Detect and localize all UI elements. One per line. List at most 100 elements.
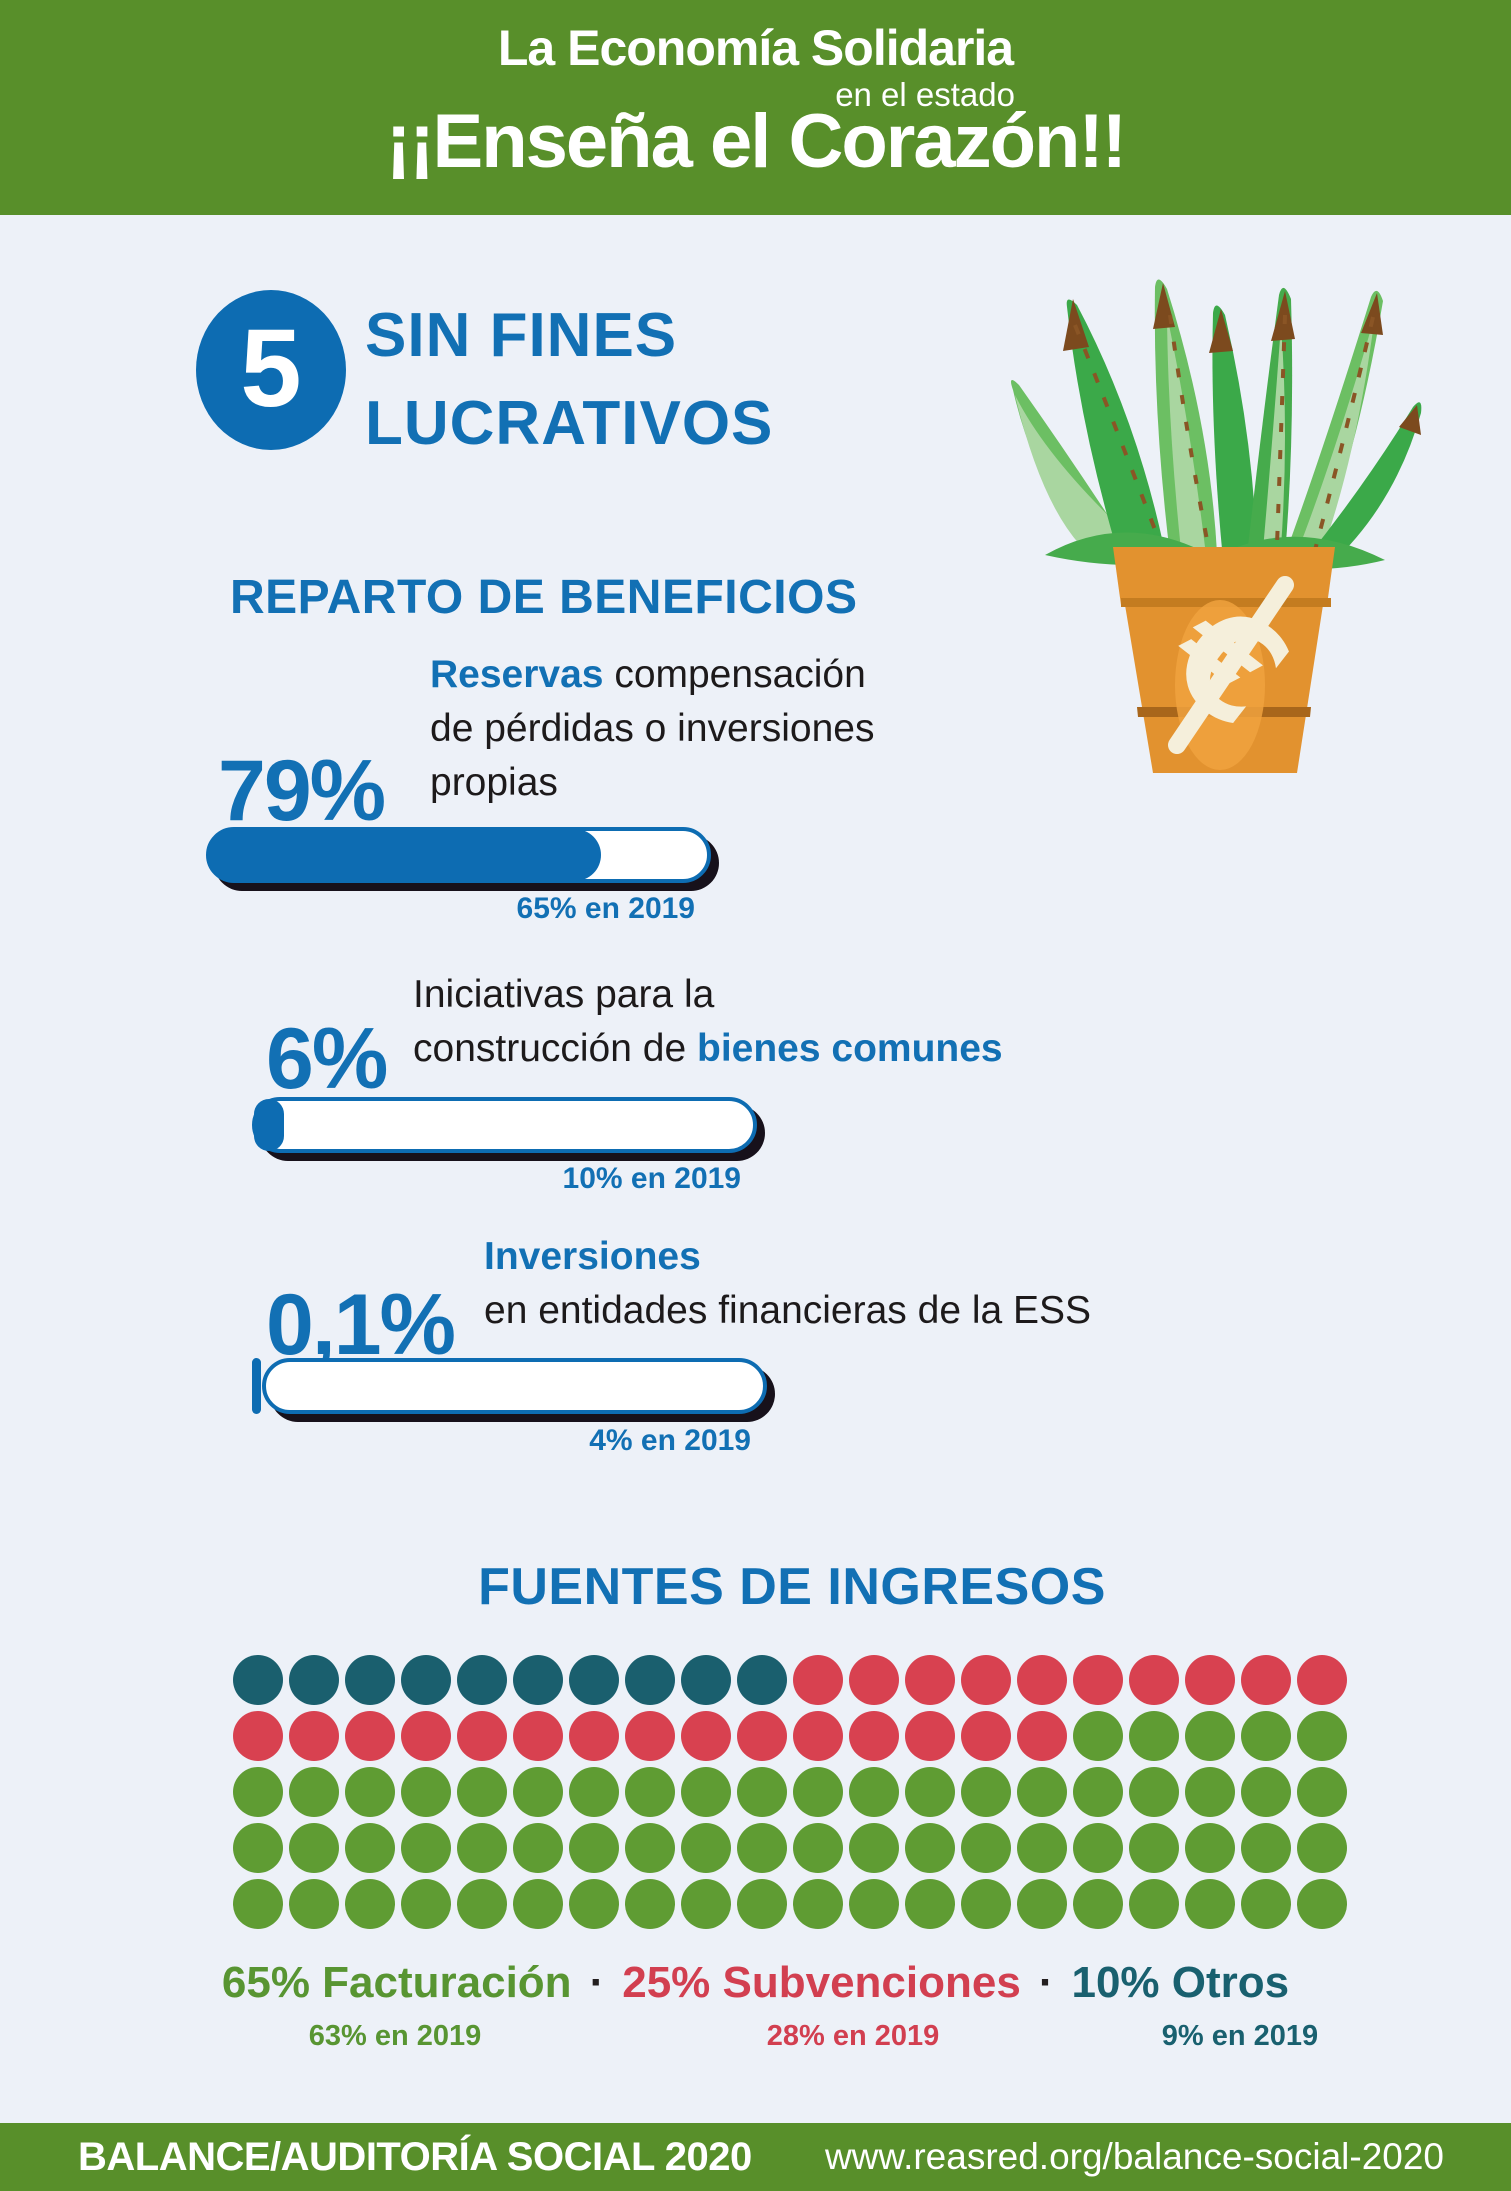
- waffle-dot: [961, 1823, 1011, 1873]
- waffle-dot: [1297, 1655, 1347, 1705]
- waffle-dot: [625, 1711, 675, 1761]
- waffle-dot: [1017, 1767, 1067, 1817]
- waffle-dot: [513, 1767, 563, 1817]
- waffle-dot: [1185, 1711, 1235, 1761]
- waffle-dot: [513, 1655, 563, 1705]
- waffle-dot: [513, 1879, 563, 1929]
- waffle-dot: [737, 1879, 787, 1929]
- waffle-dot: [1297, 1823, 1347, 1873]
- waffle-dot: [905, 1767, 955, 1817]
- waffle-dot: [1073, 1823, 1123, 1873]
- waffle-dot: [681, 1711, 731, 1761]
- header-title-line3: ¡¡Enseña el Corazón!!: [385, 99, 1127, 184]
- waffle-dot: [681, 1655, 731, 1705]
- waffle-dot: [905, 1879, 955, 1929]
- waffle-dot: [1129, 1711, 1179, 1761]
- waffle-dot: [233, 1711, 283, 1761]
- plant-pot: €: [1113, 547, 1335, 773]
- benefit-prev-label: 4% en 2019: [589, 1424, 751, 1457]
- benefit-desc: Inversiones en entidades financieras de l…: [484, 1235, 1092, 1332]
- waffle-dot: [905, 1823, 955, 1873]
- section-title-line1: SIN FINES: [365, 301, 678, 370]
- benefit-desc: Iniciativas para la construcción de biene…: [413, 973, 1003, 1070]
- waffle-dot: [1017, 1879, 1067, 1929]
- waffle-dot: [1297, 1711, 1347, 1761]
- benefit-progress-bar: [252, 1097, 757, 1153]
- waffle-dot: [849, 1655, 899, 1705]
- waffle-dot: [849, 1879, 899, 1929]
- aloe-leaves: [1011, 279, 1422, 570]
- waffle-dot: [401, 1655, 451, 1705]
- legend-item-0: 65% Facturación: [221, 1958, 572, 2007]
- waffle-dot: [1017, 1823, 1067, 1873]
- waffle-dot: [401, 1767, 451, 1817]
- legend-item-2: 10% Otros: [1071, 1958, 1290, 2007]
- footer-url: www.reasred.org/balance-social-2020: [824, 2136, 1444, 2177]
- waffle-dot: [681, 1823, 731, 1873]
- waffle-dot: [569, 1711, 619, 1761]
- waffle-dot: [681, 1767, 731, 1817]
- waffle-dot: [233, 1879, 283, 1929]
- legend-prev-2: 9% en 2019: [1161, 2020, 1319, 2052]
- waffle-dot: [1017, 1711, 1067, 1761]
- waffle-dot: [793, 1767, 843, 1817]
- section-number-badge: 5: [196, 290, 346, 450]
- waffle-dot: [1241, 1655, 1291, 1705]
- benefit-value: 6%: [266, 1011, 388, 1107]
- waffle-dot: [569, 1767, 619, 1817]
- waffle-dot: [345, 1823, 395, 1873]
- waffle-dot: [1129, 1767, 1179, 1817]
- waffle-dot: [569, 1823, 619, 1873]
- waffle-dot: [737, 1767, 787, 1817]
- waffle-dot: [233, 1767, 283, 1817]
- benefit-progress-bar: [252, 1358, 767, 1414]
- waffle-dot: [1185, 1767, 1235, 1817]
- header-title-line2: en el estado: [835, 76, 1015, 113]
- waffle-dot: [1129, 1655, 1179, 1705]
- waffle-dot: [289, 1823, 339, 1873]
- waffle-dot: [1073, 1767, 1123, 1817]
- waffle-dot: [961, 1879, 1011, 1929]
- waffle-dot: [625, 1879, 675, 1929]
- waffle-dot: [1185, 1879, 1235, 1929]
- aloe-plant-illustration: €: [1011, 279, 1422, 773]
- waffle-dot: [233, 1823, 283, 1873]
- waffle-dot: [289, 1655, 339, 1705]
- waffle-dot: [961, 1767, 1011, 1817]
- waffle-dot: [793, 1823, 843, 1873]
- waffle-dot: [457, 1711, 507, 1761]
- footer-title: BALANCE/AUDITORÍA SOCIAL 2020: [78, 2135, 752, 2179]
- benefit-progress-fill: [254, 1099, 284, 1151]
- income-dot-grid: [233, 1655, 1347, 1929]
- waffle-dot: [793, 1879, 843, 1929]
- waffle-dot: [513, 1711, 563, 1761]
- section-title: SIN FINES LUCRATIVOS: [365, 292, 773, 468]
- income-legend-prev: 63% en 2019 28% en 2019 9% en 2019: [0, 2020, 1511, 2060]
- benefit-progress-fill: [208, 829, 601, 881]
- waffle-dot: [849, 1711, 899, 1761]
- waffle-dot: [737, 1711, 787, 1761]
- benefit-prev-label: 65% en 2019: [516, 892, 695, 925]
- header-banner: La Economía Solidaria en el estado ¡¡Ens…: [0, 0, 1511, 215]
- benefit-desc: Reservas compensación de pérdidas o inver…: [430, 653, 875, 804]
- legend-prev-1: 28% en 2019: [766, 2020, 940, 2052]
- waffle-dot: [401, 1879, 451, 1929]
- waffle-dot: [625, 1655, 675, 1705]
- waffle-dot: [1185, 1655, 1235, 1705]
- waffle-dot: [513, 1823, 563, 1873]
- waffle-dot: [625, 1823, 675, 1873]
- waffle-dot: [345, 1711, 395, 1761]
- waffle-dot: [1129, 1823, 1179, 1873]
- waffle-dot: [961, 1711, 1011, 1761]
- waffle-dot: [569, 1879, 619, 1929]
- waffle-dot: [289, 1711, 339, 1761]
- waffle-dot: [681, 1879, 731, 1929]
- waffle-dot: [737, 1655, 787, 1705]
- waffle-dot: [793, 1711, 843, 1761]
- waffle-dot: [1073, 1711, 1123, 1761]
- waffle-dot: [569, 1655, 619, 1705]
- benefits-section-title: REPARTO DE BENEFICIOS: [230, 571, 858, 624]
- waffle-dot: [905, 1655, 955, 1705]
- waffle-dot: [1241, 1711, 1291, 1761]
- waffle-dot: [961, 1655, 1011, 1705]
